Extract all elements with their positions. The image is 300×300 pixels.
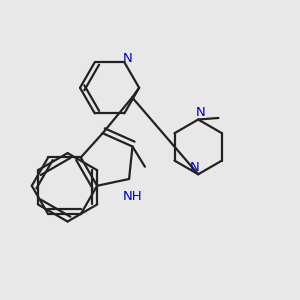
Text: N: N <box>190 161 200 174</box>
Text: N: N <box>196 106 206 119</box>
Text: NH: NH <box>122 190 142 202</box>
Text: N: N <box>123 52 133 65</box>
